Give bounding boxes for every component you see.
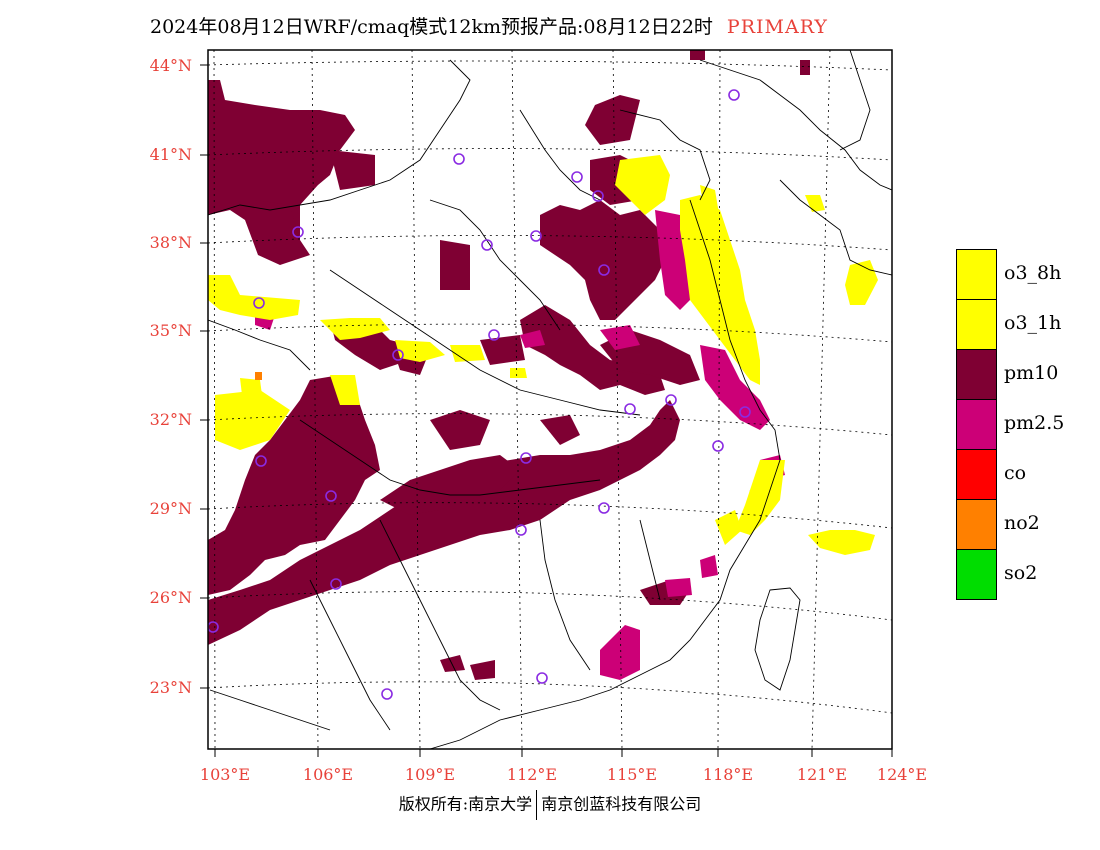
lat-label-41: 41°N <box>149 145 192 164</box>
lat-label-23: 23°N <box>149 678 192 697</box>
legend-label: co <box>1004 462 1027 484</box>
lon-label-103: 103°E <box>199 765 251 784</box>
copyright-credit: 版权所有:南京大学 南京创蓝科技有限公司 <box>0 790 1100 820</box>
map-title: 2024年08月12日WRF/cmaq模式12km预报产品:08月12日22时 P… <box>150 12 1000 40</box>
credit-separator <box>536 790 538 820</box>
legend-swatch <box>956 249 997 300</box>
lon-label-124: 124°E <box>876 765 928 784</box>
o3-regions <box>208 155 878 555</box>
title-main: 2024年08月12日WRF/cmaq模式12km预报产品:08月12日22时 <box>150 16 713 38</box>
lon-label-106: 106°E <box>302 765 354 784</box>
title-tag: PRIMARY <box>726 16 828 38</box>
legend-label: no2 <box>1004 512 1040 534</box>
lon-label-121: 121°E <box>796 765 848 784</box>
lat-label-35: 35°N <box>149 321 192 340</box>
pm25-regions <box>255 210 785 680</box>
graticule <box>208 50 892 749</box>
station-markers <box>208 89 751 700</box>
legend-label: pm10 <box>1004 362 1059 384</box>
lat-label-44: 44°N <box>149 56 192 75</box>
axis-ticks <box>200 64 893 757</box>
credit-left: 版权所有:南京大学 <box>398 794 533 814</box>
legend-swatch <box>956 549 997 600</box>
legend-swatch <box>956 499 997 550</box>
lon-label-118: 118°E <box>702 765 754 784</box>
legend-label: so2 <box>1004 562 1038 584</box>
lat-label-26: 26°N <box>149 588 192 607</box>
lon-label-109: 109°E <box>404 765 456 784</box>
no2-spot <box>255 372 262 380</box>
legend-swatch <box>956 449 997 500</box>
lat-label-29: 29°N <box>149 499 192 518</box>
credit-right: 南京创蓝科技有限公司 <box>541 794 702 814</box>
legend-label: o3_1h <box>1004 312 1062 334</box>
lon-label-112: 112°E <box>506 765 558 784</box>
legend-swatch <box>956 299 997 350</box>
legend-swatch <box>956 399 997 450</box>
legend-label: o3_8h <box>1004 262 1062 284</box>
lat-label-38: 38°N <box>149 233 192 252</box>
legend-label: pm2.5 <box>1004 412 1065 434</box>
legend-swatch <box>956 349 997 400</box>
map-frame <box>207 49 893 750</box>
boundaries <box>208 50 892 749</box>
lon-label-115: 115°E <box>606 765 658 784</box>
lat-label-32: 32°N <box>149 410 192 429</box>
